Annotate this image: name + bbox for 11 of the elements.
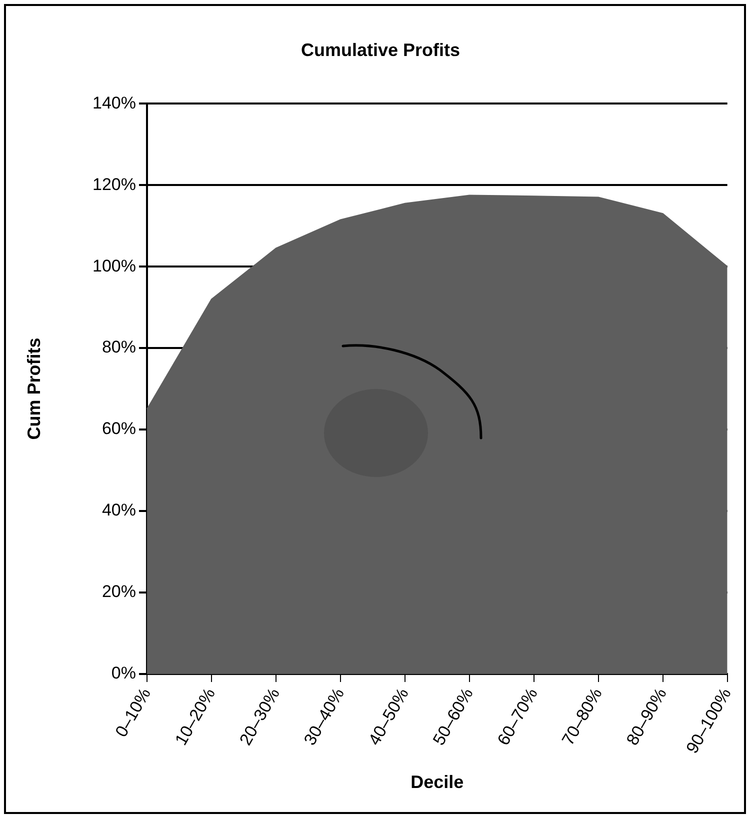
y-tick-label: 60% [102,419,136,438]
y-tick-label: 120% [92,174,136,194]
chart-title: Cumulative Profits [300,40,460,60]
y-axis-title: Cum Profits [24,338,44,440]
y-tick-label: 100% [92,256,136,276]
y-tick-label: 80% [102,338,136,357]
y-tick-label: 20% [102,582,136,602]
y-tick-label: 0% [111,664,136,683]
x-axis-title: Decile [410,772,464,792]
y-tick-label: 140% [92,93,136,112]
y-tick-label: 40% [102,500,136,520]
